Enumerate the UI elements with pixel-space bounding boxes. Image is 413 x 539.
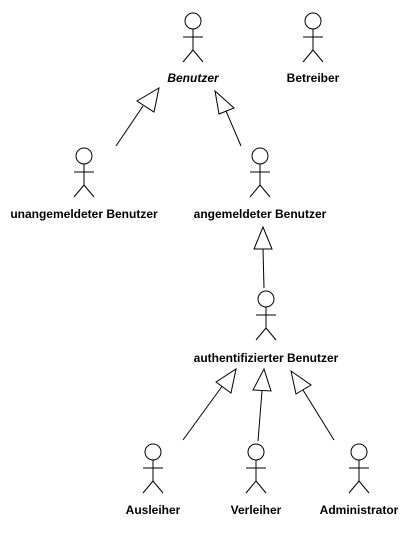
stick-figure-icon (249, 147, 271, 198)
actor-label: authentifizierter Benutzer (194, 351, 339, 365)
actor-label: Benutzer (167, 71, 220, 85)
actor-benutzer: Benutzer (167, 12, 220, 85)
stick-figure-icon (245, 443, 267, 494)
stick-figure-icon (73, 147, 95, 198)
actor-label: angemeldeter Benutzer (194, 207, 327, 221)
generalization-unangemeldet-to-benutzer (115, 86, 160, 147)
actor-angemeldeter-benutzer: angemeldeter Benutzer (194, 147, 327, 221)
stick-figure-icon (255, 290, 277, 341)
actor-label: Ausleiher (126, 503, 181, 517)
generalization-angemeldet-to-benutzer (214, 89, 242, 147)
actor-label: Betreiber (287, 71, 340, 85)
stick-figure-icon (348, 443, 370, 494)
actor-unangemeldeter-benutzer: unangemeldeter Benutzer (10, 147, 158, 221)
stick-figure-icon (182, 12, 204, 63)
actor-label: unangemeldeter Benutzer (10, 207, 158, 221)
generalization-ausleiher-to-authentifiziert (182, 367, 237, 441)
actor-betreiber: Betreiber (287, 12, 340, 85)
actor-label: Verleiher (231, 503, 282, 517)
generalization-authentifiziert-to-angemeldet (253, 225, 273, 289)
actor-ausleiher: Ausleiher (126, 443, 181, 517)
generalization-verleiher-to-authentifiziert (252, 367, 272, 442)
actor-verleiher: Verleiher (231, 443, 282, 517)
generalization-administrator-to-authentifiziert (290, 369, 335, 441)
actor-administrator: Administrator (320, 443, 399, 517)
actor-label: Administrator (320, 503, 399, 517)
stick-figure-icon (302, 12, 324, 63)
actor-authentifizierter-benutzer: authentifizierter Benutzer (194, 290, 339, 365)
stick-figure-icon (142, 443, 164, 494)
